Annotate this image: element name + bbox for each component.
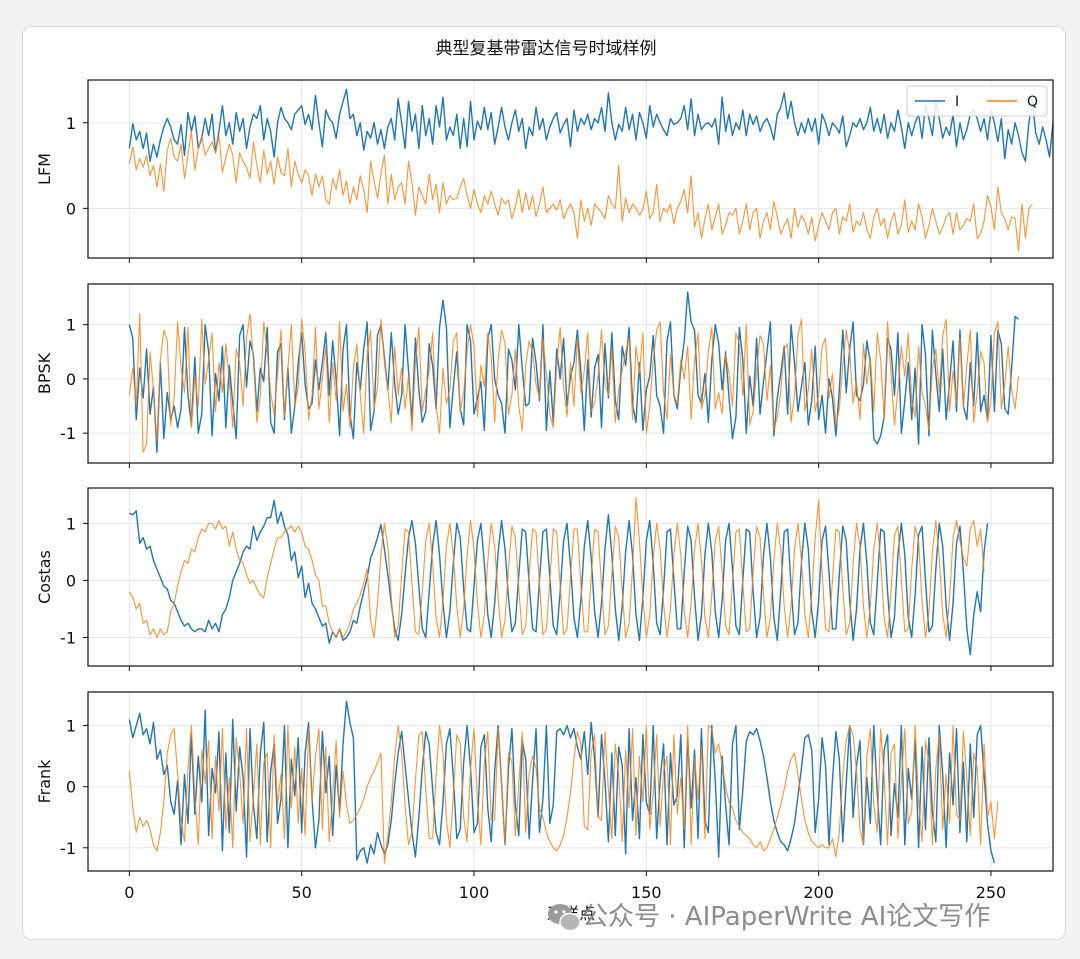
y-tick-label: 1 bbox=[66, 316, 76, 335]
watermark: 公众号 · AIPaperWrite AI论文写作 bbox=[548, 902, 990, 932]
axes-frame bbox=[87, 691, 1054, 872]
axes-frame bbox=[87, 283, 1054, 464]
y-axis-label: Frank bbox=[35, 759, 54, 804]
legend-box bbox=[906, 85, 1048, 117]
series-q-line bbox=[128, 497, 985, 639]
y-tick-label: 0 bbox=[66, 370, 76, 389]
series-q-line bbox=[128, 725, 999, 864]
axes-frame bbox=[87, 487, 1054, 667]
subplot-frank: 1 0 -1 0 50 100 150 200 250 Frank bbox=[35, 691, 1054, 902]
watermark-text: 公众号 · AIPaperWrite AI论文写作 bbox=[582, 902, 990, 932]
y-axis-label: Costas bbox=[35, 550, 54, 604]
x-tick-label: 250 bbox=[976, 883, 1007, 902]
series-i-line bbox=[128, 291, 1019, 453]
y-tick-label: 0 bbox=[66, 778, 76, 797]
x-tick-label: 0 bbox=[124, 883, 134, 902]
y-tick-label: 0 bbox=[66, 571, 76, 590]
x-tick-label: 200 bbox=[803, 883, 834, 902]
y-axis-label: BPSK bbox=[35, 352, 54, 394]
y-tick-label: 1 bbox=[66, 514, 76, 533]
x-tick-label: 150 bbox=[631, 883, 662, 902]
subplot-bpsk: 1 0 -1 BPSK bbox=[35, 283, 1054, 468]
figure-title: 典型复基带雷达信号时域样例 bbox=[436, 39, 657, 59]
series-i-line bbox=[129, 499, 989, 656]
series-q-line bbox=[128, 130, 1033, 252]
wechat-icon bbox=[548, 904, 581, 932]
subplot-costas: 1 0 -1 Costas bbox=[35, 487, 1054, 671]
y-tick-label: 1 bbox=[66, 114, 76, 133]
series-q-line bbox=[128, 313, 1020, 453]
y-tick-label: -1 bbox=[60, 424, 76, 443]
x-tick-label: 100 bbox=[459, 883, 490, 902]
legend-label-i: I bbox=[955, 94, 959, 110]
y-tick-label: 1 bbox=[66, 717, 76, 736]
legend-label-q: Q bbox=[1027, 94, 1038, 110]
y-tick-label: -1 bbox=[60, 839, 76, 858]
x-tick-label: 50 bbox=[291, 883, 311, 902]
series-i-line bbox=[128, 88, 1054, 163]
y-tick-label: -1 bbox=[60, 628, 76, 647]
y-tick-label: 0 bbox=[66, 199, 76, 218]
y-axis-label: LFM bbox=[35, 153, 54, 185]
axes-frame bbox=[87, 79, 1054, 259]
